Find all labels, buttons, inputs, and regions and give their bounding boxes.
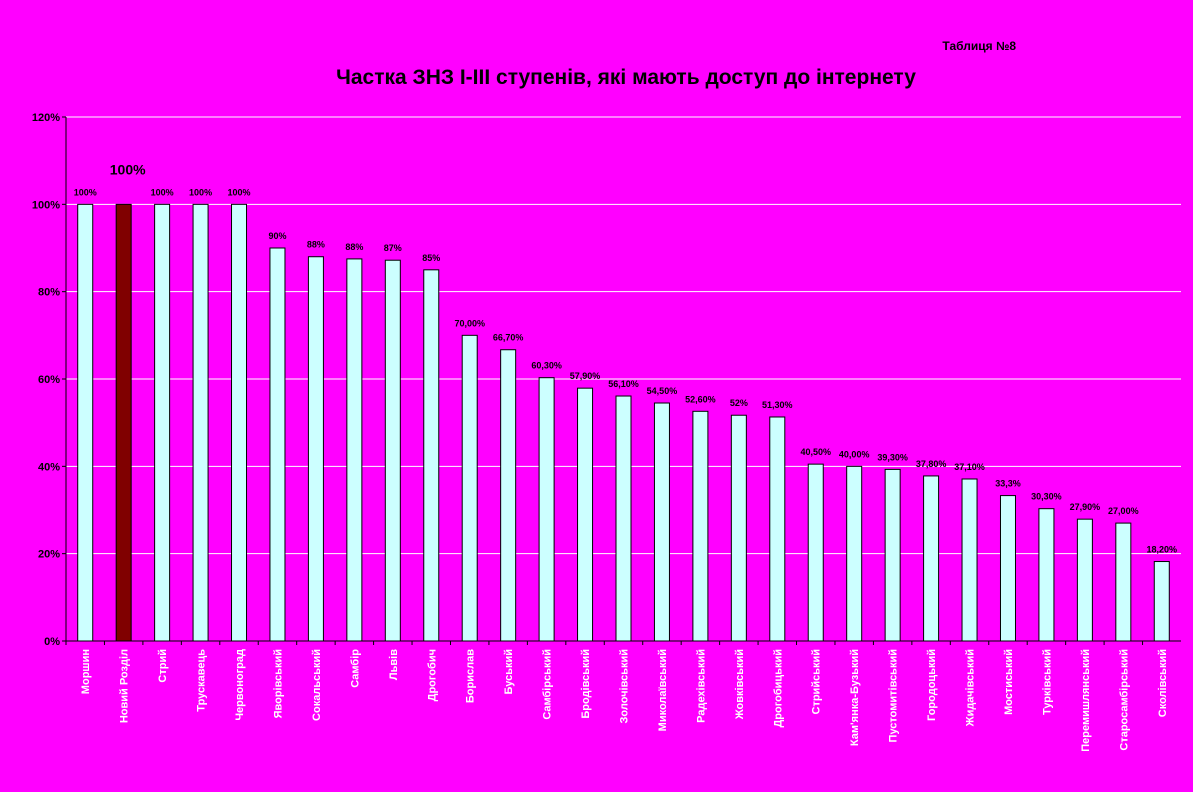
- x-tick-label: Пустомитівський: [888, 649, 900, 742]
- y-tick-label: 80%: [38, 287, 60, 299]
- bar: [846, 465, 863, 642]
- bar: [538, 377, 555, 642]
- data-label: 57,90%: [570, 371, 601, 381]
- table-note: Таблиця №8: [942, 39, 1016, 53]
- data-label: 100%: [74, 187, 97, 197]
- x-tick-label: Стрийський: [811, 649, 823, 714]
- bar: [384, 259, 401, 642]
- x-tick-label: Трускавець: [196, 649, 208, 712]
- bar: [577, 387, 594, 642]
- bar: [192, 203, 209, 642]
- data-label: 100%: [228, 187, 251, 197]
- data-label: 70,00%: [454, 318, 485, 328]
- bar: [500, 349, 517, 642]
- x-tick-label: Яворівський: [272, 649, 284, 718]
- bar: [807, 463, 824, 642]
- x-tick-label: Старосамбірський: [1118, 649, 1130, 751]
- data-label: 51,30%: [762, 400, 793, 410]
- bar: [730, 414, 747, 642]
- y-tick-label: 100%: [32, 199, 60, 211]
- x-tick-label: Кам'янка-Бузький: [849, 649, 861, 746]
- x-tick-label: Дрогобич: [426, 649, 438, 701]
- x-tick-label: Турківський: [1041, 649, 1053, 715]
- x-tick-label: Буський: [503, 649, 515, 695]
- x-tick-label: Дрогобицький: [772, 649, 784, 728]
- x-tick-label: Стрий: [157, 649, 169, 683]
- x-tick-label: Моршин: [80, 649, 92, 694]
- bar: [346, 258, 363, 642]
- x-tick-label: Жидачівський: [965, 649, 977, 727]
- bar: [653, 402, 670, 642]
- bar: [1076, 518, 1093, 642]
- data-label: 37,10%: [954, 462, 985, 472]
- data-label: 18,20%: [1147, 545, 1178, 555]
- data-label: 30,30%: [1031, 492, 1062, 502]
- y-tick-label: 120%: [32, 112, 60, 124]
- x-tick-label: Новий Розділ: [119, 649, 131, 723]
- plot-area: 0% 20% 40% 60% 80% 100% 120% 100% Моршин Новий Ро…: [32, 112, 1181, 752]
- x-tick-label: Сколівський: [1157, 649, 1169, 717]
- data-label: 52%: [730, 398, 748, 408]
- bar: [231, 203, 248, 642]
- data-label: 54,50%: [647, 386, 678, 396]
- x-tick-label: Борислав: [465, 649, 477, 703]
- data-label: 87%: [384, 243, 402, 253]
- bar-highlighted: [115, 203, 132, 642]
- bar: [923, 475, 940, 642]
- data-label: 100%: [189, 187, 212, 197]
- bar: [999, 495, 1016, 642]
- bar: [1115, 522, 1132, 642]
- x-tick-label: Самбір: [349, 649, 361, 688]
- chart-title: Частка ЗНЗ І-ІІІ ступенів, які мають дос…: [336, 66, 916, 89]
- bar: [269, 247, 286, 642]
- bar: [461, 334, 478, 642]
- x-tick-label: Мостиський: [1003, 649, 1015, 715]
- bar: [1153, 561, 1170, 642]
- x-tick-label: Миколаївський: [657, 649, 669, 731]
- data-label: 56,10%: [608, 379, 639, 389]
- bar: [154, 203, 171, 642]
- data-label: 33,3%: [995, 479, 1021, 489]
- y-tick-label: 20%: [38, 549, 60, 561]
- x-tick-label: Золочівський: [619, 649, 631, 723]
- x-tick-label: Червоноград: [234, 649, 246, 721]
- y-tick-label: 60%: [38, 374, 60, 386]
- data-label: 52,60%: [685, 394, 716, 404]
- x-tick-label: Городоцький: [926, 649, 938, 721]
- data-label: 27,00%: [1108, 506, 1139, 516]
- data-label: 90%: [268, 231, 286, 241]
- x-tick-label: Радехівський: [695, 649, 707, 723]
- data-label: 40,50%: [800, 447, 831, 457]
- bar: [1038, 508, 1055, 642]
- data-label: 27,90%: [1070, 502, 1101, 512]
- x-tick-label: Перемишлянський: [1080, 649, 1092, 752]
- data-label: 88%: [345, 242, 363, 252]
- bar: [692, 410, 709, 642]
- bar: [769, 416, 786, 642]
- bar: [884, 468, 901, 642]
- x-tick-label: Сокальський: [311, 649, 323, 721]
- bar: [615, 395, 632, 642]
- y-tick-label: 40%: [38, 461, 60, 473]
- bar: [307, 256, 324, 642]
- bar: [423, 269, 440, 642]
- data-label: 66,70%: [493, 333, 524, 343]
- data-label: 85%: [422, 253, 440, 263]
- data-label: 39,30%: [877, 452, 908, 462]
- data-label: 88%: [307, 240, 325, 250]
- y-tick-label: 0%: [44, 636, 60, 648]
- x-tick-label: Самбірський: [542, 649, 554, 720]
- x-tick-label: Бродівський: [580, 649, 592, 719]
- bar: [77, 203, 94, 642]
- highlight-label: 100%: [110, 161, 146, 177]
- bar: [961, 478, 978, 642]
- data-label: 40,00%: [839, 449, 870, 459]
- data-label: 100%: [151, 187, 174, 197]
- x-tick-label: Жовківський: [734, 649, 746, 720]
- data-label: 60,30%: [531, 361, 562, 371]
- x-tick-label: Львів: [388, 649, 400, 680]
- data-label: 37,80%: [916, 459, 947, 469]
